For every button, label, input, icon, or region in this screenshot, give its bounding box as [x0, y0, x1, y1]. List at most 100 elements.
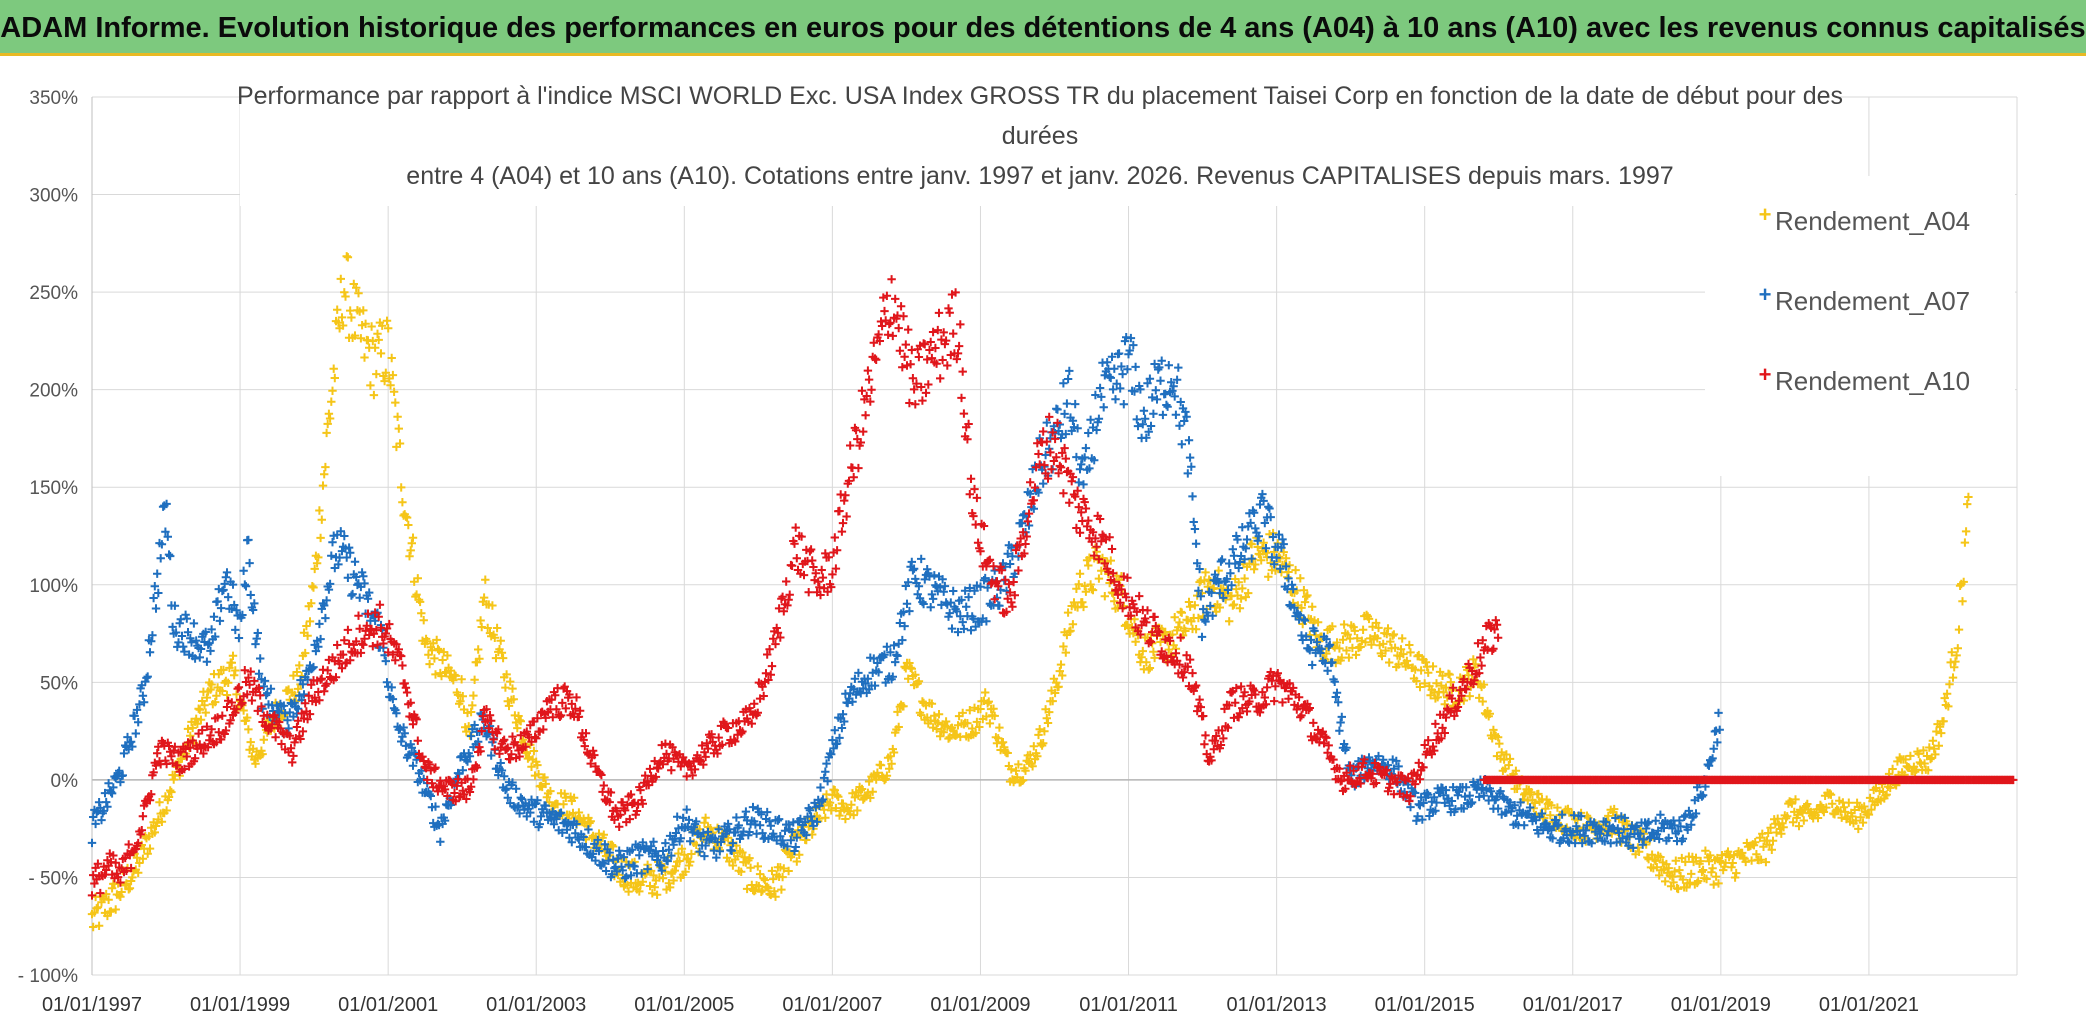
point-rendement-a04	[1142, 658, 1151, 667]
point-rendement-a04	[546, 786, 555, 796]
y-tick-label: 150%	[29, 478, 78, 499]
point-rendement-a04	[218, 686, 227, 696]
point-rendement-a07	[387, 683, 396, 692]
point-rendement-a04	[1741, 857, 1750, 867]
point-rendement-a04	[124, 885, 133, 894]
point-rendement-a04	[327, 397, 336, 406]
point-rendement-a04	[753, 862, 762, 871]
point-rendement-a04	[559, 800, 568, 809]
point-rendement-a04	[1235, 604, 1245, 613]
point-rendement-a04	[1311, 630, 1320, 640]
point-rendement-a04	[1669, 878, 1678, 887]
point-rendement-a04	[779, 864, 788, 873]
point-rendement-a04	[529, 746, 539, 756]
point-rendement-a04	[1759, 842, 1768, 851]
point-rendement-a04	[1704, 857, 1714, 866]
point-rendement-a07	[382, 678, 392, 687]
point-rendement-a04	[317, 515, 326, 524]
point-rendement-a04	[519, 735, 528, 744]
point-rendement-a04	[341, 292, 350, 301]
point-rendement-a04	[225, 663, 234, 673]
point-rendement-a04	[864, 777, 874, 786]
point-rendement-a07	[180, 647, 189, 656]
point-rendement-a04	[329, 364, 338, 373]
point-rendement-a04	[106, 907, 116, 916]
point-rendement-a04	[387, 353, 396, 363]
point-rendement-a07	[209, 612, 219, 621]
point-rendement-a04	[1021, 766, 1030, 775]
point-rendement-a04	[1244, 588, 1253, 598]
point-rendement-a04	[834, 792, 843, 801]
point-rendement-a07	[196, 644, 206, 654]
point-rendement-a04	[671, 862, 681, 871]
point-rendement-a04	[1959, 577, 1968, 587]
point-rendement-a07	[190, 654, 200, 663]
legend-item-a07: + Rendement_A07	[1759, 282, 1971, 316]
point-rendement-a07	[161, 527, 170, 536]
point-rendement-a04	[337, 313, 347, 322]
point-rendement-a04	[927, 699, 937, 708]
point-rendement-a04	[1028, 762, 1037, 771]
point-rendement-a04	[1201, 568, 1210, 577]
point-rendement-a04	[885, 764, 894, 773]
point-rendement-a04	[1299, 586, 1309, 595]
point-rendement-a07	[394, 725, 403, 734]
point-rendement-a07	[348, 589, 357, 599]
point-rendement-a07	[206, 646, 215, 656]
point-rendement-a04	[1661, 877, 1670, 886]
point-rendement-a04	[1766, 823, 1775, 832]
point-rendement-a07	[220, 579, 229, 589]
point-rendement-a04	[1081, 587, 1091, 596]
point-rendement-a04	[1730, 873, 1740, 882]
point-rendement-a04	[433, 644, 443, 654]
y-tick-label: 350%	[29, 88, 78, 109]
point-rendement-a04	[1415, 682, 1425, 692]
point-rendement-a04	[1303, 591, 1312, 600]
point-rendement-a04	[778, 872, 787, 882]
point-rendement-a04	[1035, 725, 1044, 734]
point-rendement-a04	[542, 793, 552, 802]
point-rendement-a04	[1816, 800, 1825, 810]
point-rendement-a04	[1416, 666, 1426, 675]
point-rendement-a04	[968, 724, 977, 733]
point-rendement-a04	[681, 867, 690, 876]
point-rendement-a04	[1777, 829, 1786, 838]
point-rendement-a04	[1844, 798, 1853, 807]
point-rendement-a04	[1752, 850, 1761, 859]
point-rendement-a04	[94, 921, 104, 930]
x-tick-label: 01/01/2005	[634, 994, 734, 1016]
point-rendement-a07	[352, 572, 361, 582]
point-rendement-a04	[664, 879, 674, 888]
point-rendement-a04	[1799, 816, 1808, 825]
point-rendement-a04	[1493, 733, 1503, 742]
point-rendement-a04	[857, 784, 867, 794]
point-rendement-a04	[911, 670, 920, 679]
point-rendement-a04	[456, 697, 465, 706]
point-rendement-a07	[148, 631, 157, 640]
point-rendement-a07	[94, 798, 104, 807]
point-rendement-a04	[1678, 875, 1688, 884]
point-rendement-a04	[1382, 629, 1391, 639]
point-rendement-a07	[324, 585, 334, 594]
point-rendement-a04	[981, 688, 990, 697]
point-rendement-a04	[757, 887, 766, 896]
point-rendement-a04	[496, 636, 505, 645]
point-rendement-a04	[188, 723, 197, 733]
point-rendement-a04	[821, 813, 830, 822]
point-rendement-a04	[340, 288, 349, 297]
point-rendement-a04	[677, 844, 687, 853]
point-rendement-a07	[203, 640, 213, 649]
point-rendement-a04	[506, 677, 515, 686]
point-rendement-a04	[1332, 638, 1342, 647]
point-rendement-a04	[1039, 739, 1048, 748]
point-rendement-a04	[1398, 634, 1407, 643]
point-rendement-a07	[207, 625, 216, 634]
point-rendement-a04	[1698, 865, 1708, 875]
point-rendement-a04	[412, 590, 421, 599]
point-rendement-a07	[183, 628, 193, 637]
point-rendement-a04	[1768, 836, 1778, 845]
point-rendement-a04	[1850, 805, 1859, 815]
point-rendement-a04	[1530, 798, 1540, 808]
point-rendement-a04	[982, 712, 991, 721]
point-rendement-a04	[1960, 538, 1970, 547]
